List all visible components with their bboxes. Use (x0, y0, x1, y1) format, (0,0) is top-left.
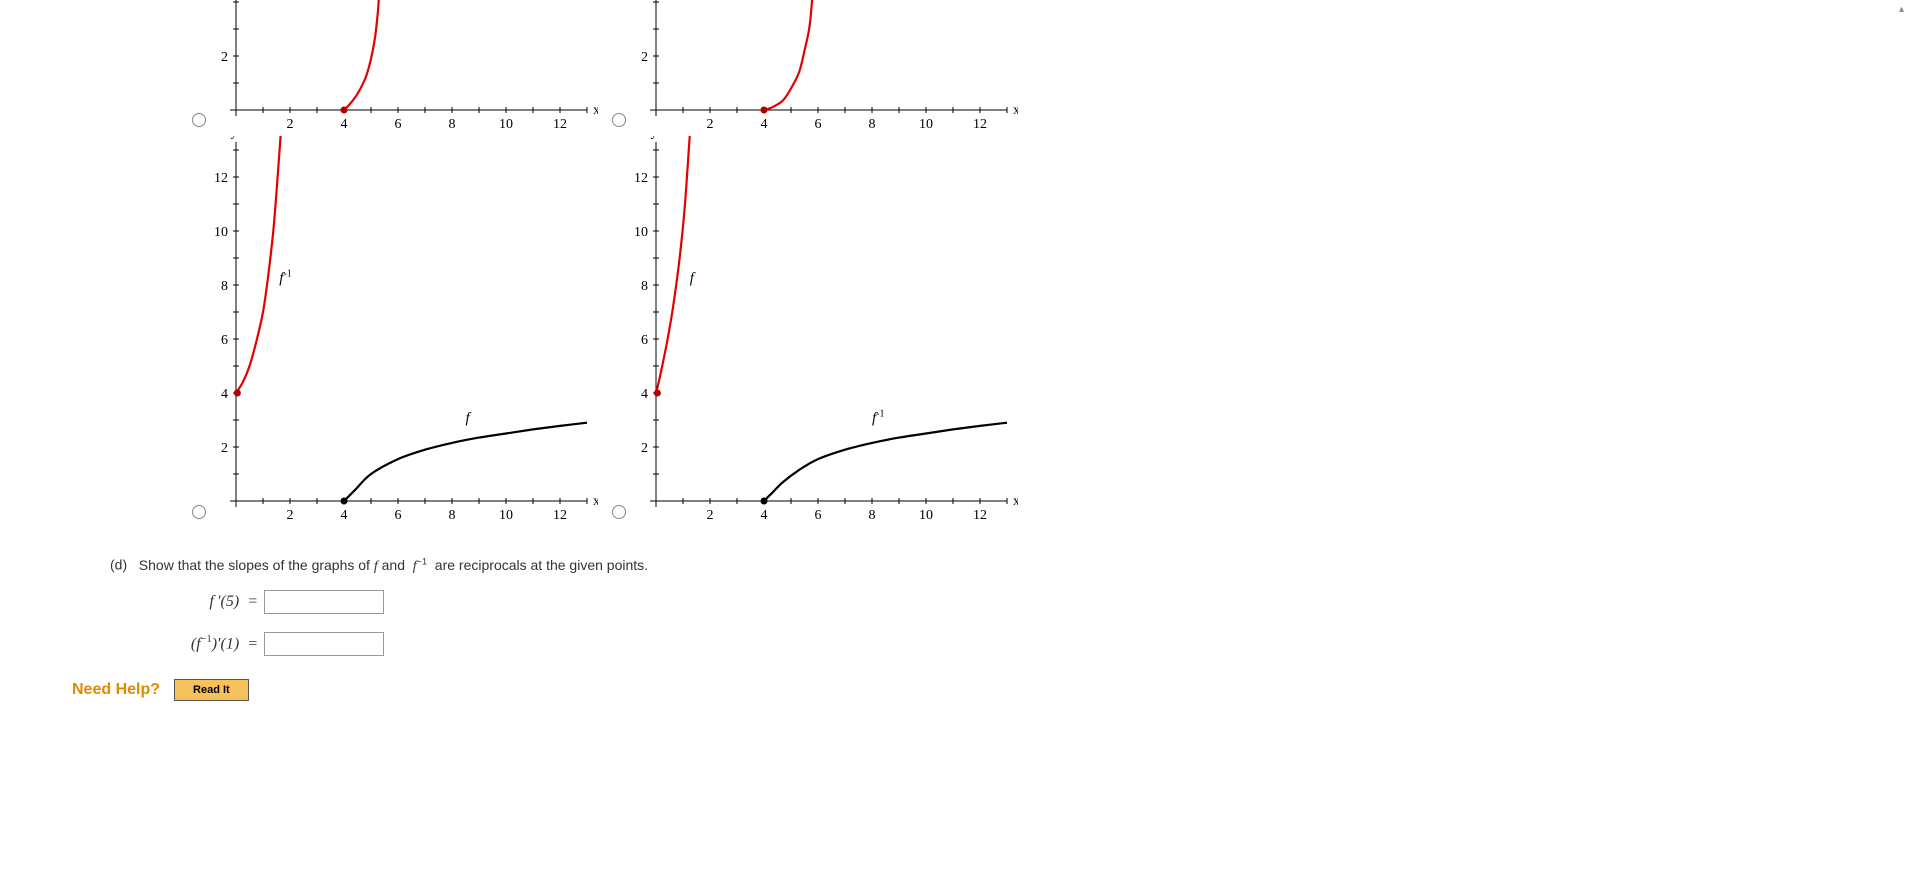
svg-text:10: 10 (499, 117, 513, 132)
radio-option-b[interactable] (612, 113, 626, 127)
svg-text:8: 8 (449, 508, 456, 523)
svg-text:x: x (1013, 103, 1018, 118)
svg-text:2: 2 (221, 441, 228, 456)
answer-input-fprime5[interactable] (264, 590, 384, 614)
need-help-label: Need Help? (72, 681, 160, 699)
svg-text:6: 6 (221, 333, 228, 348)
svg-text:f: f (690, 270, 696, 286)
question-part-d: (d) Show that the slopes of the graphs o… (110, 556, 1550, 575)
chart-option-a: x 2 4 6 8 10 12 2 (198, 0, 598, 136)
svg-text:6: 6 (641, 333, 648, 348)
svg-text:8: 8 (641, 279, 648, 294)
svg-text:4: 4 (341, 117, 348, 132)
svg-text:4: 4 (761, 117, 768, 132)
svg-text:6: 6 (815, 508, 822, 523)
svg-text:12: 12 (553, 508, 567, 523)
svg-text:x: x (593, 494, 598, 509)
need-help-row: Need Help? Read It (72, 679, 1550, 701)
svg-text:10: 10 (919, 117, 933, 132)
svg-text:x: x (1013, 494, 1018, 509)
svg-text:10: 10 (214, 225, 228, 240)
svg-text:2: 2 (221, 50, 228, 65)
chart-option-c: y x 2 4 6 8 10 12 2 4 6 8 10 12 f f-1 (198, 136, 598, 536)
svg-text:12: 12 (214, 171, 228, 186)
svg-text:f-1: f-1 (872, 409, 885, 427)
part-letter: (d) (110, 557, 127, 573)
chart-row-top: x 2 4 6 8 10 12 2 x 2 4 6 8 10 12 2 (110, 0, 1550, 136)
svg-text:6: 6 (815, 117, 822, 132)
chart-row-bottom: y x 2 4 6 8 10 12 2 4 6 8 10 12 f f-1 y x 2 4 6 8 10 12 2 4 6 8 10 1… (110, 136, 1550, 536)
svg-text:12: 12 (973, 117, 987, 132)
svg-text:y: y (651, 136, 658, 140)
svg-text:2: 2 (287, 117, 294, 132)
read-it-button[interactable]: Read It (174, 679, 249, 701)
svg-text:f-1: f-1 (279, 268, 292, 286)
eq-label-1: f ′(5) = (158, 593, 264, 611)
svg-text:8: 8 (869, 117, 876, 132)
svg-text:12: 12 (634, 171, 648, 186)
scroll-up-arrow-icon[interactable]: ▴ (1899, 4, 1909, 14)
svg-text:10: 10 (499, 508, 513, 523)
svg-text:2: 2 (287, 508, 294, 523)
svg-text:2: 2 (641, 50, 648, 65)
eq-label-2: (f−1)′(1) = (158, 634, 264, 653)
svg-text:8: 8 (449, 117, 456, 132)
svg-text:2: 2 (707, 117, 714, 132)
svg-text:12: 12 (973, 508, 987, 523)
svg-text:12: 12 (553, 117, 567, 132)
svg-text:4: 4 (761, 508, 768, 523)
radio-option-d[interactable] (612, 505, 626, 519)
answer-input-finvprime1[interactable] (264, 632, 384, 656)
svg-text:f: f (466, 411, 472, 427)
svg-text:y: y (231, 136, 238, 140)
svg-text:4: 4 (221, 387, 228, 402)
equation-row-2: (f−1)′(1) = (158, 629, 1550, 659)
part-text-body: Show that the slopes of the graphs of f … (139, 557, 648, 573)
equation-row-1: f ′(5) = (158, 587, 1550, 617)
svg-text:2: 2 (641, 441, 648, 456)
svg-text:8: 8 (869, 508, 876, 523)
svg-text:10: 10 (919, 508, 933, 523)
svg-text:x: x (593, 103, 598, 118)
svg-text:4: 4 (341, 508, 348, 523)
radio-option-a[interactable] (192, 113, 206, 127)
svg-text:4: 4 (641, 387, 648, 402)
chart-option-d: y x 2 4 6 8 10 12 2 4 6 8 10 12 f-1 f (618, 136, 1018, 536)
svg-text:10: 10 (634, 225, 648, 240)
svg-text:8: 8 (221, 279, 228, 294)
radio-option-c[interactable] (192, 505, 206, 519)
svg-text:2: 2 (707, 508, 714, 523)
svg-text:6: 6 (395, 508, 402, 523)
svg-text:6: 6 (395, 117, 402, 132)
chart-option-b: x 2 4 6 8 10 12 2 (618, 0, 1018, 136)
